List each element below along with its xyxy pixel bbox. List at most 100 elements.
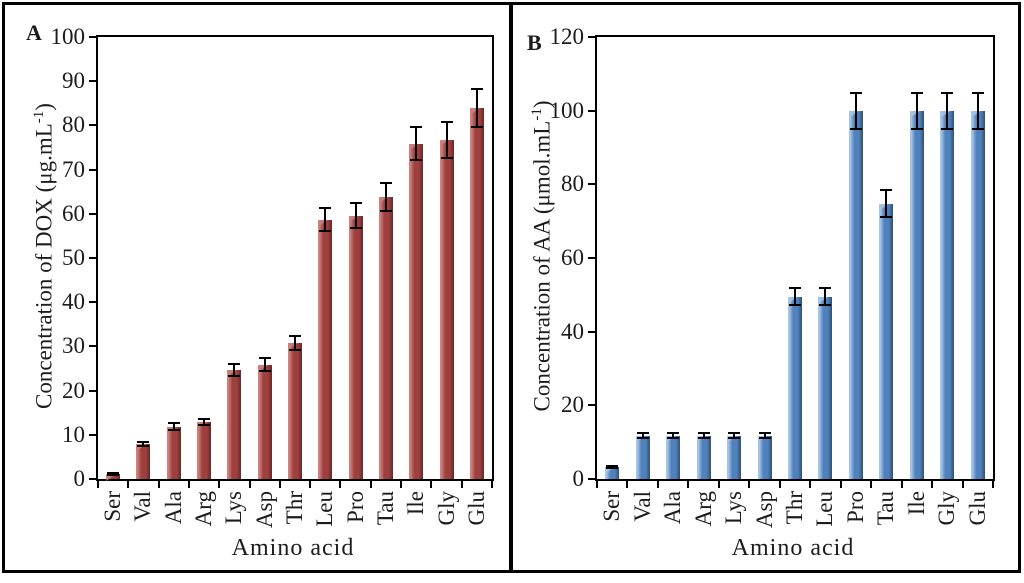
y-tick-mark [89, 433, 98, 436]
panel-letter: B [527, 30, 542, 55]
error-bar [880, 189, 893, 218]
error-bar [379, 181, 392, 212]
x-tick-mark [900, 479, 903, 488]
y-tick-label: 100 [50, 24, 86, 49]
bar [469, 108, 484, 479]
y-tick-mark [588, 404, 597, 407]
y-tick-mark [89, 124, 98, 127]
y-tick-label: 20 [62, 377, 85, 403]
bar [879, 203, 894, 479]
x-category-label: Thr [782, 491, 807, 525]
bar [909, 111, 924, 479]
error-bar [228, 362, 241, 378]
x-category-label: Ile [903, 491, 929, 516]
bar [378, 196, 393, 479]
error-bar [440, 120, 453, 159]
x-category-label: Ile [403, 491, 429, 516]
bar [318, 219, 333, 479]
bar [818, 296, 833, 479]
x-category-label: Arg [191, 491, 217, 527]
x-category-label: Lys [221, 491, 247, 525]
y-tick-mark [588, 330, 597, 333]
plot-area: 0 10 20 30 40 50 60 70 80 90 100 Ser Val Ala Arg Lys Asp… [51, 24, 494, 528]
x-category-label: Gly [433, 491, 459, 526]
x-tick-mark [369, 479, 372, 488]
bar [848, 111, 863, 479]
bar [288, 342, 302, 479]
error-bar [258, 357, 271, 373]
y-tick-mark [588, 36, 597, 38]
y-tick-mark [89, 478, 98, 480]
y-tick-label: 80 [62, 112, 85, 138]
error-bar [636, 432, 649, 439]
x-category-label: Arg [690, 491, 716, 527]
error-bar [107, 472, 120, 476]
bar [257, 364, 272, 479]
y-tick-label: 0 [73, 466, 86, 491]
y-tick-mark [89, 36, 98, 38]
x-tick-mark [717, 479, 720, 488]
bar [970, 111, 985, 479]
x-tick-mark [596, 479, 598, 488]
error-bar [910, 91, 923, 131]
y-tick-label: 60 [62, 200, 85, 226]
bar [940, 111, 955, 479]
error-bar [697, 432, 710, 439]
bar [106, 474, 121, 479]
y-tick-mark [89, 80, 98, 83]
y-tick-mark [89, 345, 98, 348]
error-bar [289, 334, 301, 351]
x-tick-mark [778, 479, 781, 488]
x-tick-mark [218, 479, 221, 488]
x-tick-mark [687, 479, 690, 488]
x-tick-mark [97, 479, 99, 488]
x-category-label: Ser [599, 491, 625, 522]
x-category-label: Pro [342, 491, 368, 523]
x-tick-mark [157, 479, 160, 488]
y-tick-mark [89, 168, 98, 171]
chart-panel-b: B Concentration of AA (μmol.mL-1) 0 20 40 6… [514, 4, 1019, 570]
x-tick-mark [839, 479, 842, 488]
y-tick-mark [588, 478, 597, 480]
x-tick-mark [309, 479, 312, 488]
y-tick-label: 70 [62, 156, 85, 182]
error-bar [819, 287, 832, 307]
bar [197, 421, 212, 479]
error-bar [971, 91, 984, 131]
x-axis-title: Amino acid [231, 535, 355, 561]
x-category-label: Glu [463, 491, 489, 526]
x-category-label: Leu [312, 491, 338, 527]
y-tick-mark [89, 389, 98, 392]
y-tick-label: 120 [549, 24, 585, 49]
bar [696, 435, 711, 479]
bar [605, 466, 620, 479]
error-bar [789, 287, 801, 307]
y-tick-mark [89, 257, 98, 259]
x-tick-mark [278, 479, 281, 488]
x-category-label: Ala [660, 491, 686, 525]
x-category-label: Thr [282, 491, 307, 525]
x-tick-mark [961, 479, 964, 488]
y-tick-label: 0 [572, 466, 585, 491]
x-tick-mark [992, 479, 994, 488]
panel-divider [509, 2, 513, 573]
x-category-label: Asp [251, 491, 277, 529]
x-tick-mark [491, 479, 493, 488]
error-bar [319, 207, 332, 232]
x-category-label: Tau [372, 491, 398, 526]
x-tick-mark [870, 479, 873, 488]
x-category-label: Lys [721, 491, 747, 525]
bar [666, 435, 681, 479]
x-category-label: Pro [842, 491, 868, 523]
x-axis-title: Amino acid [731, 535, 855, 561]
error-bar [198, 417, 211, 427]
y-tick-mark [588, 183, 597, 186]
plot-area: 0 20 40 60 80 100 120 Ser Val Ala Arg Lys Asp Thr Leu P… [550, 24, 995, 528]
error-bar [849, 91, 862, 131]
bar [409, 143, 424, 479]
error-bar [167, 422, 180, 432]
x-tick-mark [187, 479, 190, 488]
y-tick-label: 10 [62, 421, 85, 447]
y-tick-label: 40 [561, 318, 584, 344]
